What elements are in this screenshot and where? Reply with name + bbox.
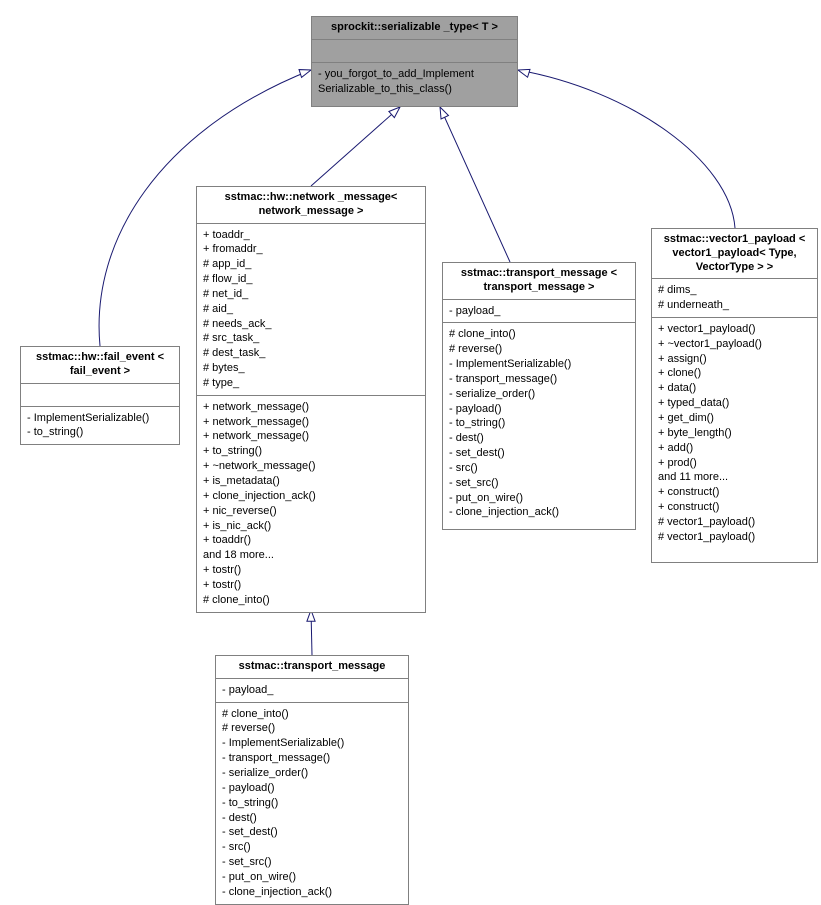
uml-class-root: sprockit::serializable _type< T >- you_f… xyxy=(311,16,518,107)
uml-class-transport_message: sstmac::transport_message- payload_# clo… xyxy=(215,655,409,905)
uml-class-section: # dims_ # underneath_ xyxy=(652,279,817,318)
uml-class-section: - payload_ xyxy=(216,679,408,703)
uml-class-section: - you_forgot_to_add_Implement Serializab… xyxy=(312,63,517,101)
uml-class-title: sstmac::hw::network _message< network_me… xyxy=(197,187,425,224)
uml-class-section: - ImplementSerializable() - to_string() xyxy=(21,407,179,445)
uml-class-section: # clone_into() # reverse() - ImplementSe… xyxy=(443,323,635,524)
inheritance-edge xyxy=(311,107,400,186)
uml-class-transport_message_t: sstmac::transport_message < transport_me… xyxy=(442,262,636,530)
inheritance-arrowhead xyxy=(389,107,400,118)
uml-class-section xyxy=(21,384,179,407)
uml-class-section: - payload_ xyxy=(443,300,635,324)
uml-class-vector1_payload: sstmac::vector1_payload < vector1_payloa… xyxy=(651,228,818,563)
uml-class-section: + vector1_payload() + ~vector1_payload()… xyxy=(652,318,817,549)
uml-class-title: sstmac::transport_message < transport_me… xyxy=(443,263,635,300)
uml-class-title: sstmac::hw::fail_event < fail_event > xyxy=(21,347,179,384)
inheritance-arrowhead xyxy=(518,69,530,77)
inheritance-edge xyxy=(440,107,510,262)
inheritance-edge xyxy=(518,70,735,228)
uml-class-fail_event: sstmac::hw::fail_event < fail_event >- I… xyxy=(20,346,180,445)
uml-class-section: + toaddr_ + fromaddr_ # app_id_ # flow_i… xyxy=(197,224,425,396)
uml-class-title: sstmac::transport_message xyxy=(216,656,408,679)
inheritance-arrowhead xyxy=(440,107,448,119)
uml-class-network_message: sstmac::hw::network _message< network_me… xyxy=(196,186,426,613)
uml-class-title: sprockit::serializable _type< T > xyxy=(312,17,517,40)
uml-class-title: sstmac::vector1_payload < vector1_payloa… xyxy=(652,229,817,279)
inheritance-arrowhead xyxy=(299,70,311,78)
uml-class-section xyxy=(312,40,517,63)
uml-class-section: # clone_into() # reverse() - ImplementSe… xyxy=(216,703,408,904)
inheritance-edge xyxy=(311,610,312,655)
uml-class-section: + network_message() + network_message() … xyxy=(197,396,425,612)
uml-diagram: sprockit::serializable _type< T >- you_f… xyxy=(10,10,811,886)
